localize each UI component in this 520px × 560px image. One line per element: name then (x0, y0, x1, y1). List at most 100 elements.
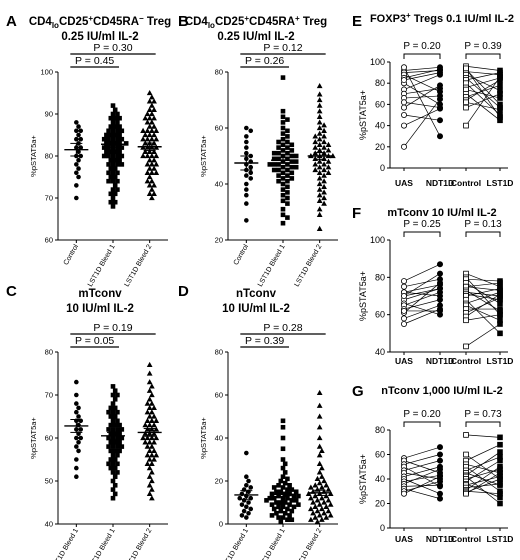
pair-line (465, 460, 501, 482)
pair-line (465, 72, 501, 81)
data-point (316, 402, 323, 408)
data-point (244, 201, 249, 206)
data-point (76, 149, 81, 155)
data-point (76, 439, 81, 445)
data-point (269, 502, 275, 507)
data-point (149, 443, 155, 449)
data-point (319, 447, 325, 454)
panel-label: C (6, 283, 17, 300)
data-point (149, 110, 155, 117)
data-point (285, 178, 290, 184)
y-tick-label: 80 (45, 152, 53, 161)
panel-title: mTconv 10 IU/ml IL-2 (387, 207, 496, 219)
data-point (151, 115, 157, 121)
pair-line (465, 291, 501, 297)
data-point (289, 148, 295, 153)
pair-line (403, 98, 441, 148)
pair-line (465, 314, 501, 321)
data-point (308, 505, 314, 512)
data-point (497, 470, 503, 476)
pair-line (403, 288, 441, 297)
data-point (282, 480, 288, 486)
data-point (110, 461, 116, 467)
data-point (140, 434, 146, 441)
data-point (321, 166, 327, 173)
data-point (74, 409, 79, 415)
data-point (280, 198, 286, 204)
data-point (151, 106, 157, 112)
data-point (497, 114, 503, 120)
data-point (280, 474, 286, 479)
data-point (110, 452, 116, 458)
data-point (316, 225, 323, 231)
data-point (117, 439, 122, 445)
data-point (142, 148, 149, 154)
data-point (327, 490, 334, 497)
data-point (115, 392, 120, 398)
data-point (497, 481, 503, 487)
panel-title: CD4loCD25+CD45RA− Treg (29, 14, 171, 30)
pair-line (465, 77, 501, 88)
data-point (146, 473, 153, 479)
data-point (244, 515, 249, 520)
pair-line (403, 67, 441, 137)
pair-line (403, 85, 441, 108)
data-point (285, 128, 290, 134)
x-tick-label: Control (451, 178, 481, 188)
x-tick-label: LST1D Bleed 2 (124, 527, 154, 560)
y-tick-label: 80 (375, 78, 385, 88)
data-point (112, 482, 118, 488)
y-tick-label: 80 (215, 68, 223, 77)
data-point (106, 128, 111, 134)
data-point (108, 115, 114, 121)
data-point (325, 508, 332, 514)
pair-line (403, 454, 441, 465)
pair-line (403, 263, 441, 282)
data-point (321, 183, 327, 189)
data-point (316, 413, 323, 419)
data-point (244, 173, 249, 178)
data-point (244, 218, 249, 223)
data-point (144, 152, 151, 159)
data-point (106, 444, 111, 449)
data-point (119, 145, 125, 150)
x-tick-label: Control (63, 243, 81, 266)
x-tick-label: UAS (395, 178, 413, 188)
data-point (248, 485, 254, 490)
y-axis-label: %pSTAT5a+ (358, 454, 368, 504)
data-point (246, 500, 251, 505)
data-point (325, 497, 332, 503)
data-point (330, 152, 336, 159)
data-point (110, 409, 116, 415)
data-point (112, 474, 118, 479)
y-tick-label: 80 (375, 272, 385, 282)
pair-line (465, 472, 501, 494)
pair-line (403, 484, 441, 487)
data-point (244, 504, 249, 510)
data-point (140, 152, 146, 159)
data-point (463, 317, 469, 324)
panel-subtitle: 0.25 IU/ml IL-2 (61, 31, 138, 43)
data-point (316, 91, 323, 97)
data-point (108, 439, 114, 445)
pair-line (465, 472, 501, 486)
data-point (278, 508, 284, 514)
data-point (106, 178, 111, 184)
data-point (110, 427, 116, 432)
data-point (149, 400, 155, 406)
p-value: P = 0.30 (93, 42, 132, 54)
y-tick-label: 40 (375, 121, 385, 131)
data-point (319, 473, 325, 479)
data-point (436, 495, 443, 502)
data-point (280, 187, 286, 192)
data-point (110, 120, 116, 125)
data-point (316, 192, 323, 198)
data-point (312, 482, 319, 488)
data-point (106, 461, 111, 467)
data-point (115, 153, 120, 159)
data-point (282, 500, 288, 505)
data-point (146, 413, 153, 419)
pair-line (465, 305, 501, 321)
data-point (312, 161, 319, 167)
